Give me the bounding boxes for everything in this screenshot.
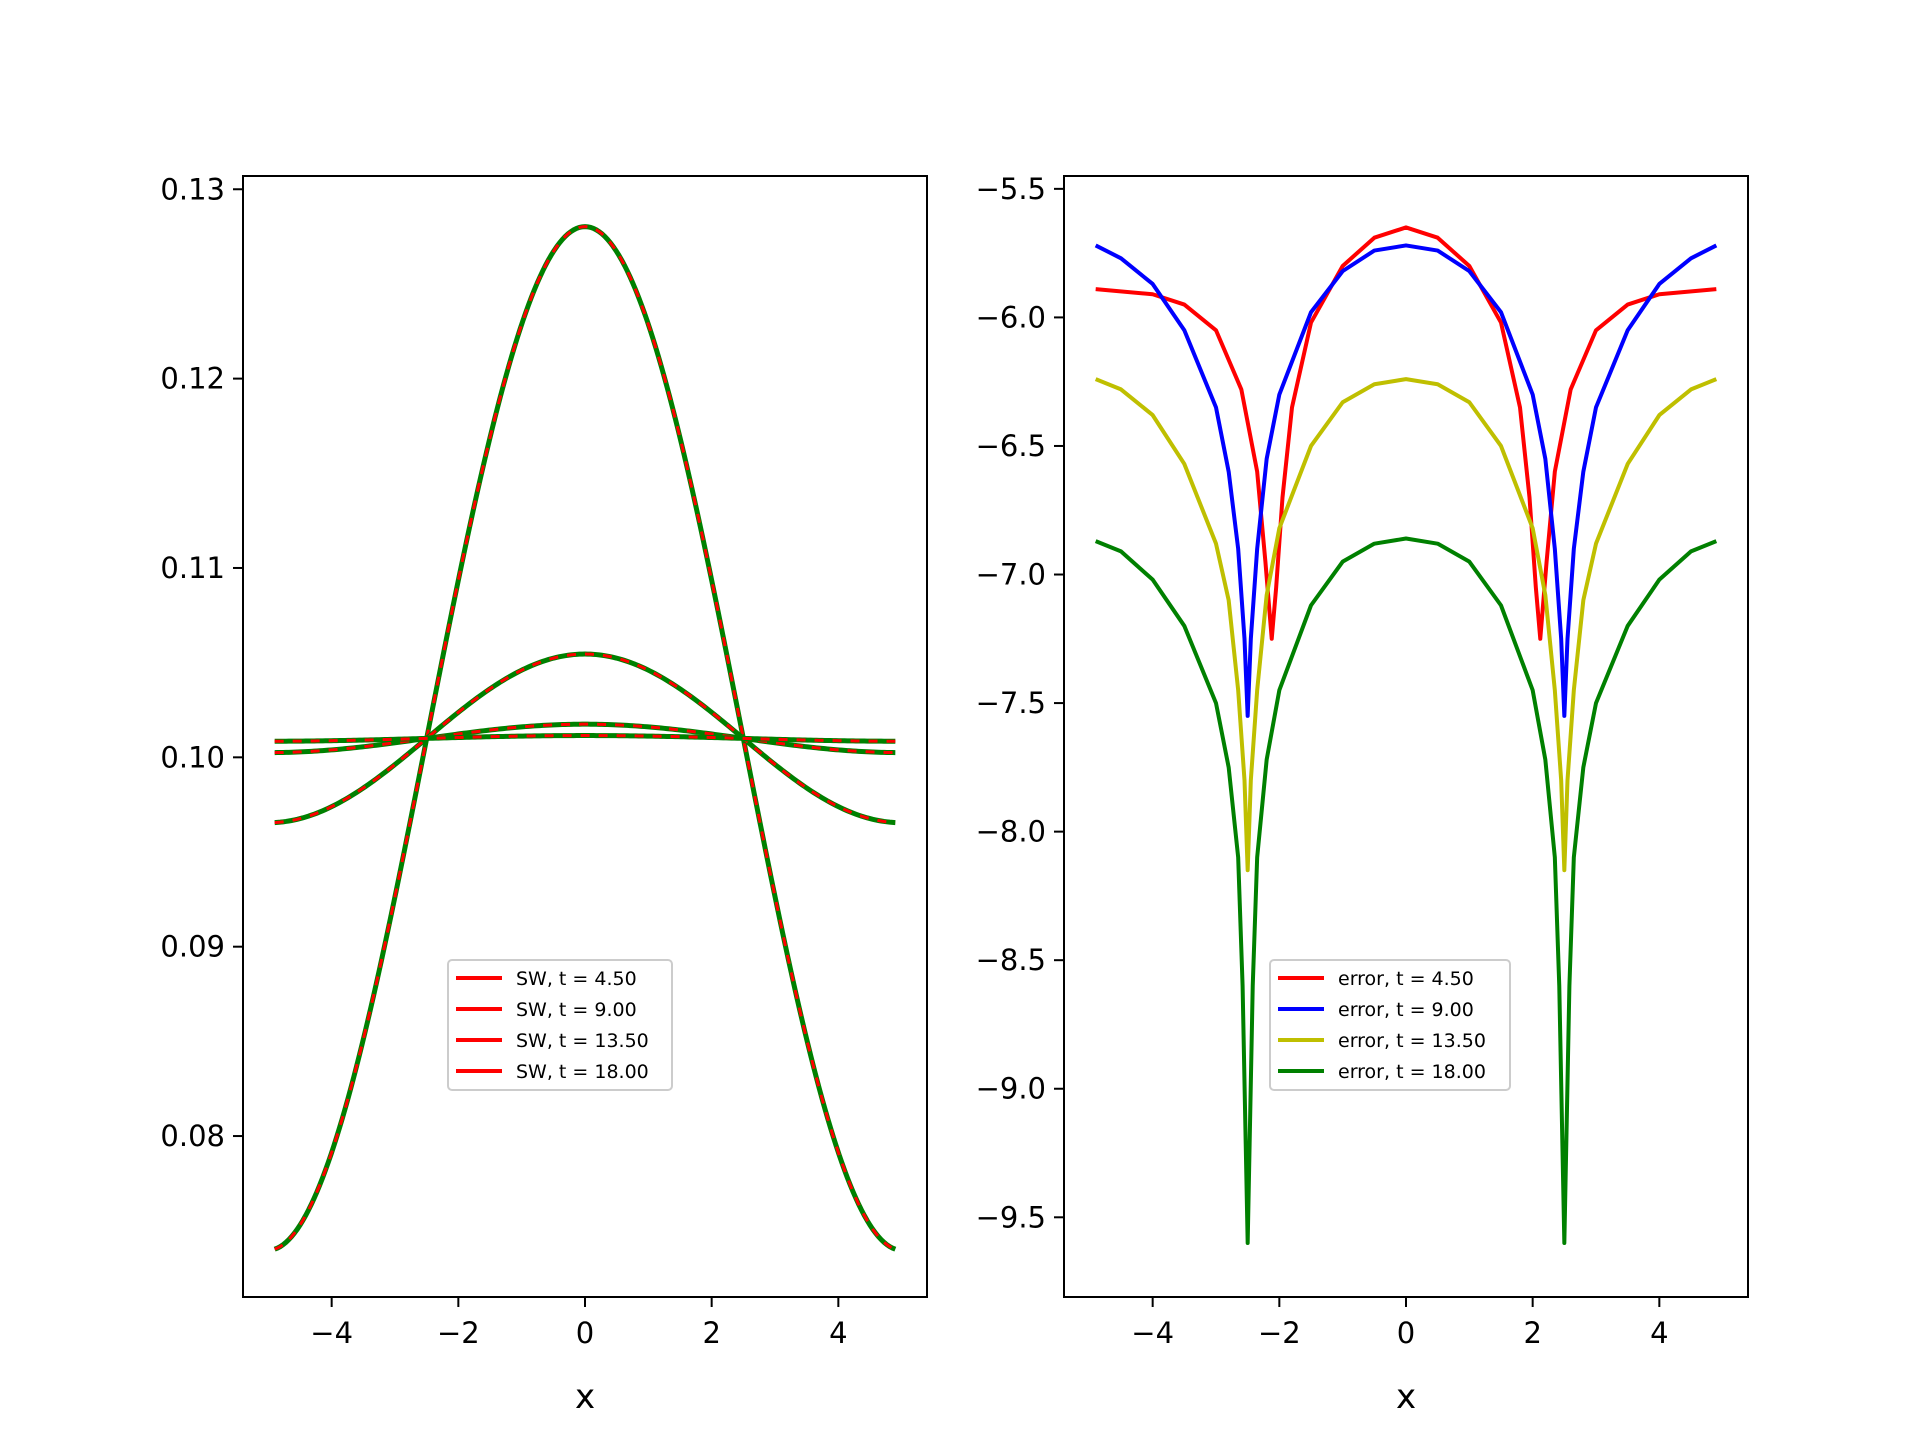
x-tick-label: −4: [1131, 1316, 1174, 1350]
right-x-axis-label: x: [1396, 1377, 1416, 1417]
left-panel: −4 −2 0 2 4 0.08 0.09 0.10 0.11 0.12 0.13 x SW, t…: [160, 172, 928, 1417]
left-legend: SW, t = 4.50 SW, t = 9.00 SW, t = 13.50 SW,…: [447, 959, 673, 1091]
left-plot-lines: [273, 224, 897, 1252]
y-tick-label: −6.0: [976, 300, 1046, 334]
y-tick-label: −9.5: [976, 1200, 1046, 1234]
y-tick-label: −8.0: [976, 815, 1046, 849]
legend-box: [1269, 959, 1511, 1091]
y-tick-label: 0.11: [160, 551, 225, 585]
left-y-ticks: 0.08 0.09 0.10 0.11 0.12 0.13: [160, 172, 243, 1153]
legend-entry-2: error, t = 13.50: [1338, 1030, 1486, 1052]
y-tick-label: −6.5: [976, 429, 1046, 463]
right-panel: −4 −2 0 2 4 −5.5 −6.0 −6.5 −7.0 −7.5 −8.0 −8.5 −9.0…: [976, 172, 1749, 1417]
line-series-2: [1094, 377, 1718, 873]
legend-entry-3: SW, t = 18.00: [516, 1061, 649, 1083]
y-tick-label: 0.09: [160, 930, 225, 964]
right-y-ticks: −5.5 −6.0 −6.5 −7.0 −7.5 −8.0 −8.5 −9.0 −9.5: [976, 172, 1064, 1234]
left-x-axis-label: x: [575, 1377, 595, 1417]
y-tick-label: −7.0: [976, 558, 1046, 592]
y-tick-label: −8.5: [976, 943, 1046, 977]
right-x-ticks: −4 −2 0 2 4: [1131, 1297, 1669, 1350]
x-tick-label: 4: [1650, 1316, 1668, 1350]
line-series-1: [274, 652, 896, 825]
legend-entry-1: SW, t = 9.00: [516, 999, 637, 1021]
x-tick-label: −2: [437, 1316, 480, 1350]
legend-entry-1: error, t = 9.00: [1338, 999, 1474, 1021]
y-tick-label: 0.13: [160, 172, 225, 206]
y-tick-label: −7.5: [976, 686, 1046, 720]
x-tick-label: −2: [1258, 1316, 1301, 1350]
y-tick-label: −5.5: [976, 172, 1046, 206]
x-tick-label: 2: [1523, 1316, 1541, 1350]
x-tick-label: 0: [1397, 1316, 1415, 1350]
line-series-1: [1094, 243, 1718, 718]
line-series-0: [274, 225, 896, 1251]
x-tick-label: −4: [310, 1316, 353, 1350]
y-tick-label: −9.0: [976, 1072, 1046, 1106]
legend-entry-2: SW, t = 13.50: [516, 1030, 649, 1052]
x-tick-label: 4: [829, 1316, 847, 1350]
x-tick-label: 0: [576, 1316, 594, 1350]
left-x-ticks: −4 −2 0 2 4: [310, 1297, 848, 1350]
legend-box: [447, 959, 673, 1091]
legend-entry-0: error, t = 4.50: [1338, 968, 1474, 990]
line-series-2: [274, 722, 896, 755]
legend-entry-3: error, t = 18.00: [1338, 1061, 1486, 1083]
line-series-3: [274, 734, 896, 743]
legend-entry-0: SW, t = 4.50: [516, 968, 637, 990]
line-series-3: [1094, 536, 1718, 1246]
line-series-0: [1095, 225, 1717, 641]
x-tick-label: 2: [702, 1316, 720, 1350]
y-tick-label: 0.08: [160, 1119, 225, 1153]
y-tick-label: 0.10: [160, 740, 225, 774]
right-plot-lines: [1094, 225, 1718, 1246]
y-tick-label: 0.12: [160, 362, 225, 396]
right-legend: error, t = 4.50 error, t = 9.00 error, t =…: [1269, 959, 1511, 1091]
